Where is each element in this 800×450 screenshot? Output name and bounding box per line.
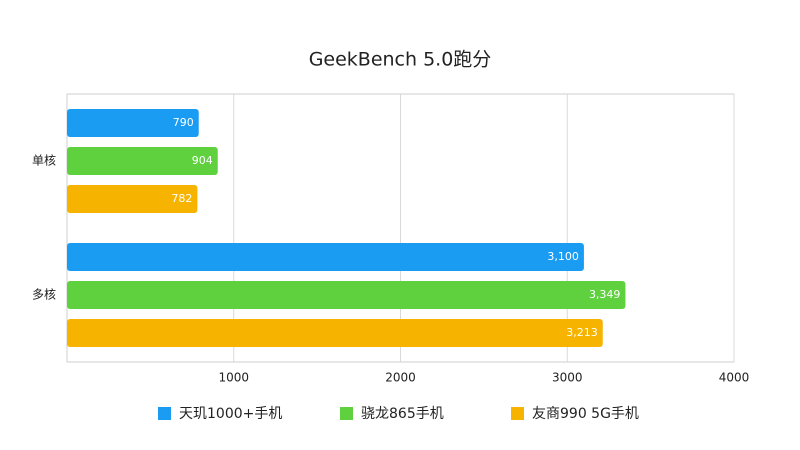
x-tick-label: 2000 [385, 371, 416, 385]
legend-swatch [511, 407, 524, 420]
bar [67, 147, 218, 175]
x-tick-label: 4000 [719, 371, 750, 385]
legend-swatch [340, 407, 353, 420]
legend-label: 天玑1000+手机 [179, 406, 282, 422]
y-tick-label: 多核 [32, 288, 56, 302]
legend-label: 友商990 5G手机 [532, 406, 639, 422]
value-label: 790 [173, 116, 194, 129]
bar [67, 243, 584, 271]
legend-swatch [158, 407, 171, 420]
y-tick-label: 单核 [32, 154, 56, 168]
chart-title: GeekBench 5.0跑分 [309, 49, 492, 71]
value-label: 3,349 [589, 288, 621, 301]
value-label: 3,213 [566, 326, 598, 339]
legend-label: 骁龙865手机 [361, 406, 444, 422]
value-label: 782 [171, 192, 192, 205]
bar [67, 109, 199, 137]
x-tick-label: 1000 [218, 371, 249, 385]
value-label: 3,100 [547, 250, 579, 263]
x-tick-label: 3000 [552, 371, 583, 385]
bar [67, 281, 626, 309]
bar [67, 185, 198, 213]
value-label: 904 [192, 154, 213, 167]
bar [67, 319, 603, 347]
